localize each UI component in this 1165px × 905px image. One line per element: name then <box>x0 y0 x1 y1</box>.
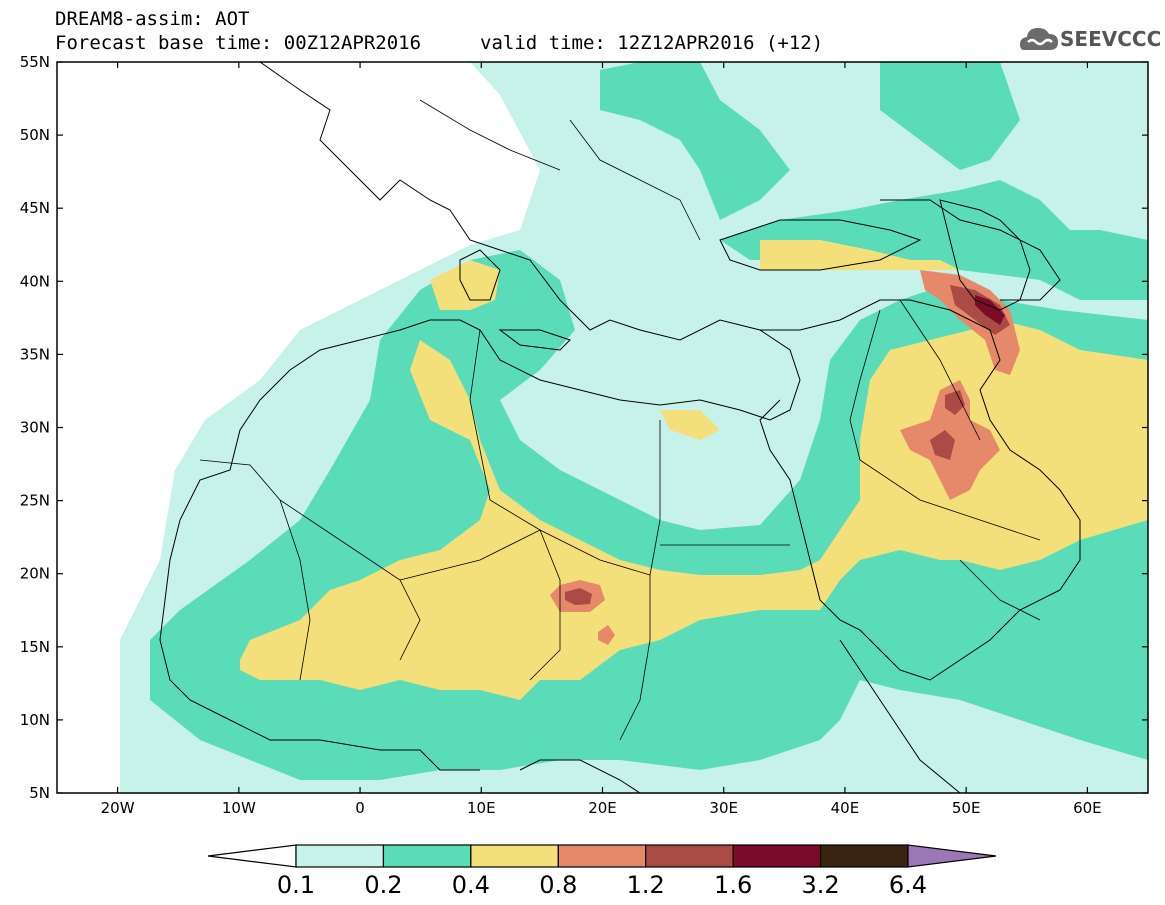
colorbar-label: 0.4 <box>452 871 490 899</box>
contour-level-0.4 <box>240 240 1148 700</box>
lat-tick-label: 10N <box>20 711 50 729</box>
lat-tick-label: 40N <box>20 272 50 290</box>
colorbar-swatch <box>557 844 647 868</box>
valid-time: valid time: 12Z12APR2016 (+12) <box>480 32 824 54</box>
lon-tick-label: 20W <box>101 799 135 817</box>
colorbar-swatch <box>819 844 909 868</box>
colorbar-swatch <box>645 844 734 868</box>
colorbar-label: 0.1 <box>277 871 315 899</box>
lat-tick-label: 25N <box>20 492 50 510</box>
colorbar-label: 0.2 <box>364 871 402 899</box>
colorbar-swatch <box>295 844 385 868</box>
colorbar-swatch <box>382 844 472 868</box>
colorbar-label: 3.2 <box>801 871 839 899</box>
colorbar-over-arrow <box>907 844 997 868</box>
cloud-logo-icon <box>1020 28 1058 50</box>
lon-tick-label: 0 <box>355 799 365 817</box>
coastlines <box>159 62 1081 793</box>
lon-tick-label: 20E <box>588 799 617 817</box>
lon-tick-label: 50E <box>952 799 981 817</box>
colorbar-label: 6.4 <box>889 871 927 899</box>
country-borders <box>199 99 1041 741</box>
lon-tick-label: 60E <box>1073 799 1102 817</box>
lat-tick-label: 30N <box>20 419 50 437</box>
colorbar-label: 1.6 <box>714 871 752 899</box>
colorbar: 0.1 0.2 0.4 0.8 1.2 1.6 3.2 6.4 <box>207 844 997 899</box>
forecast-base-time: Forecast base time: 00Z12APR2016 <box>55 32 422 54</box>
lon-tick-label: 10E <box>467 799 496 817</box>
lon-tick-label: 40E <box>831 799 860 817</box>
lon-tick-label: 30E <box>709 799 738 817</box>
lat-tick-label: 55N <box>20 53 50 71</box>
colorbar-swatch <box>732 844 822 868</box>
lat-tick-label: 20N <box>20 565 50 583</box>
colorbar-under-arrow <box>207 844 297 868</box>
aot-contours <box>120 62 1148 793</box>
lat-tick-label: 5N <box>29 784 50 802</box>
lat-tick-label: 50N <box>20 126 50 144</box>
colorbar-swatch <box>470 844 559 868</box>
lon-tick-label: 10W <box>222 799 256 817</box>
logo-text: SEEVCCC <box>1060 27 1162 51</box>
colorbar-label: 0.8 <box>539 871 577 899</box>
lat-tick-label: 15N <box>20 638 50 656</box>
lat-tick-label: 35N <box>20 345 50 363</box>
map-title: DREAM8-assim: AOT <box>55 8 250 30</box>
colorbar-label: 1.2 <box>627 871 665 899</box>
axis-ticks: 20W 10W 0 10E 20E 30E 40E 50E 60E 55N 50N 45N 40N 35N… <box>20 53 1148 817</box>
lat-tick-label: 45N <box>20 199 50 217</box>
